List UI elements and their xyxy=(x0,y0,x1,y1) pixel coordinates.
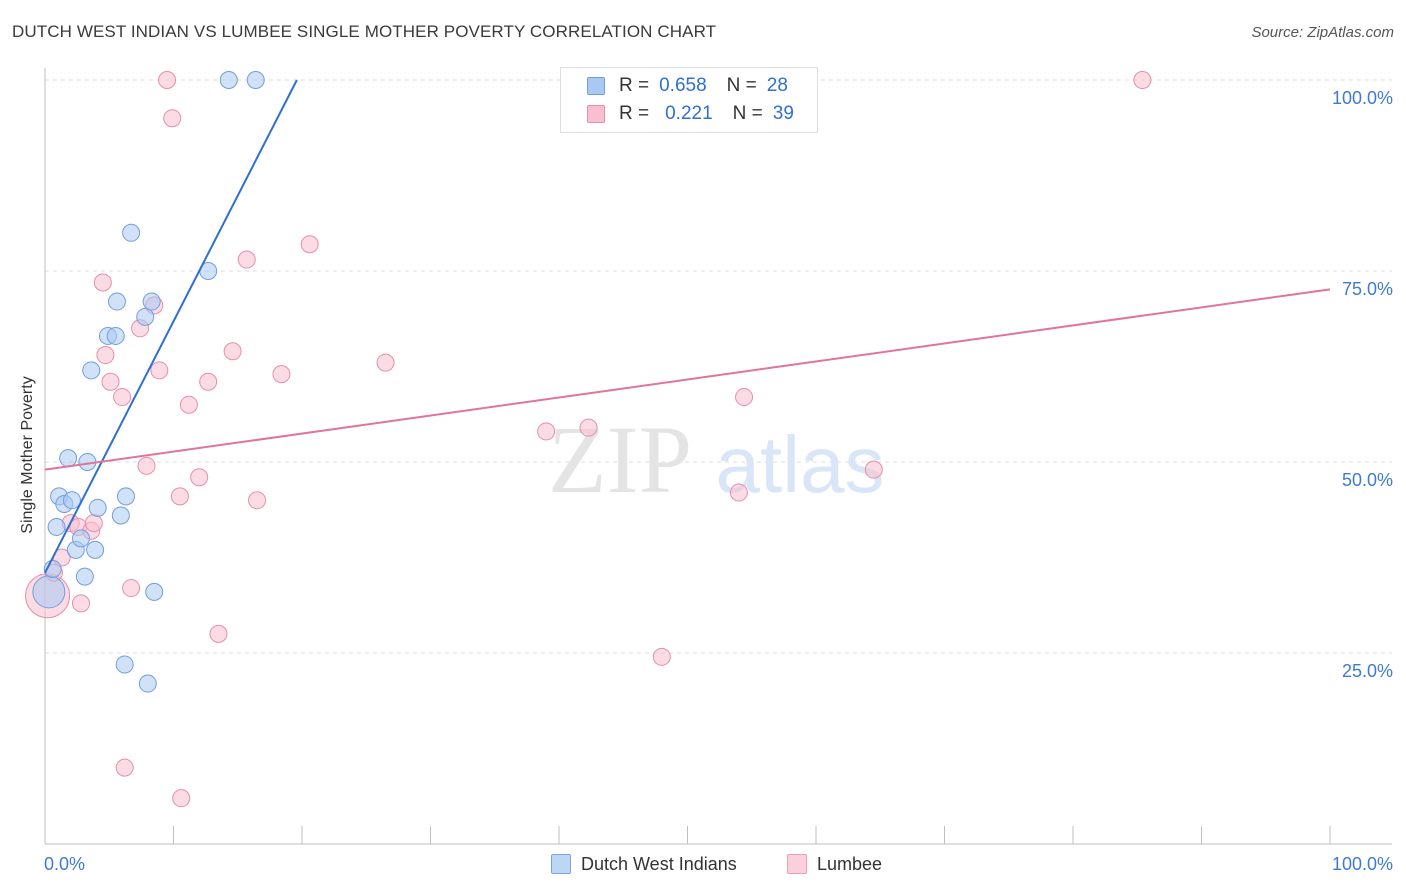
lumbee-point xyxy=(376,353,395,372)
lumbee-point xyxy=(115,758,134,777)
lumbee-point xyxy=(96,346,115,365)
correlation-legend: R = 0.658 N = 28 R = 0.221 N = 39 xyxy=(560,67,818,133)
dutch-west-indian-point xyxy=(246,71,265,89)
legend-n-value: 39 xyxy=(772,103,794,124)
series-swatch-blue xyxy=(551,854,571,874)
lumbee-point xyxy=(122,579,141,598)
legend-n-label: N = xyxy=(726,75,757,96)
lumbee-point xyxy=(163,109,182,128)
lumbee-point xyxy=(190,468,209,487)
dutch-west-indian-point xyxy=(62,491,81,510)
watermark: ZIP atlas xyxy=(548,406,884,513)
lumbee-point xyxy=(179,395,198,414)
lumbee-point xyxy=(158,71,177,89)
dutch-west-indian-point xyxy=(111,506,130,525)
watermark-zip: ZIP xyxy=(548,406,692,513)
y-tick-label: 25.0% xyxy=(1342,661,1393,681)
source-label: Source: ZipAtlas.com xyxy=(1251,24,1394,41)
lumbee-point xyxy=(137,456,156,475)
series-label-dutch: Dutch West Indians xyxy=(581,853,737,874)
lumbee-point xyxy=(248,491,267,510)
dutch-west-indian-point xyxy=(86,540,105,559)
lumbee-point xyxy=(1133,71,1152,89)
legend-n-value: 28 xyxy=(766,75,788,96)
lumbee-point xyxy=(237,250,256,269)
legend-row-blue: R = 0.658 N = 28 xyxy=(619,74,788,98)
lumbee-point xyxy=(93,273,112,292)
series-swatch-pink xyxy=(787,854,807,874)
lumbee-points xyxy=(25,71,1152,808)
y-tick-labels: 25.0% 50.0% 75.0% 100.0% xyxy=(1332,88,1393,681)
dutch-west-indian-point xyxy=(59,449,78,468)
lumbee-point xyxy=(150,361,169,380)
dutch-west-indian-point xyxy=(142,292,161,311)
trend-lines xyxy=(44,79,1331,574)
dutch-west-indian-trend-line xyxy=(44,79,298,574)
lumbee-point xyxy=(735,388,754,407)
dutch-west-indian-point xyxy=(138,674,157,693)
dutch-west-indian-point xyxy=(145,582,164,601)
lumbee-point xyxy=(864,460,883,479)
lumbee-point xyxy=(101,372,120,391)
y-tick-label: 75.0% xyxy=(1342,279,1393,299)
chart-title: DUTCH WEST INDIAN VS LUMBEE SINGLE MOTHE… xyxy=(12,22,717,41)
x-tick-labels: 0.0% 100.0% xyxy=(44,854,1393,874)
lumbee-point xyxy=(579,418,598,437)
legend-swatch-blue xyxy=(587,77,605,95)
series-legend-lumbee: Lumbee xyxy=(787,852,882,876)
dutch-west-indian-point xyxy=(136,307,155,326)
dutch-west-indian-point xyxy=(106,326,125,345)
dutch-west-indian-point xyxy=(71,529,90,548)
lumbee-point xyxy=(170,487,189,506)
legend-swatch-pink xyxy=(587,105,605,123)
dutch-west-indian-point xyxy=(82,361,101,380)
dutch-west-indian-point xyxy=(116,487,135,506)
axes xyxy=(44,68,1392,845)
lumbee-point xyxy=(84,514,103,533)
lumbee-point xyxy=(71,594,90,613)
dutch-west-indian-point xyxy=(47,517,66,536)
legend-r-value: 0.658 xyxy=(659,75,707,96)
lumbee-point xyxy=(113,388,132,407)
lumbee-trend-line xyxy=(44,288,1331,471)
lumbee-point xyxy=(729,483,748,502)
lumbee-point xyxy=(537,422,556,441)
grid-lines xyxy=(45,79,1392,654)
legend-r-label: R = xyxy=(619,103,650,124)
lumbee-point xyxy=(199,372,218,391)
lumbee-point xyxy=(300,235,319,254)
lumbee-point xyxy=(172,789,191,808)
x-tick-label: 100.0% xyxy=(1332,854,1393,874)
y-tick-label: 50.0% xyxy=(1342,470,1393,490)
dutch-west-indian-point xyxy=(32,575,66,609)
y-tick-label: 100.0% xyxy=(1332,88,1393,108)
legend-r-label: R = xyxy=(619,75,650,96)
lumbee-point xyxy=(223,342,242,361)
series-label-lumbee: Lumbee xyxy=(817,853,883,874)
legend-r-value: 0.221 xyxy=(665,103,713,124)
dutch-west-indian-point xyxy=(122,223,141,242)
dutch-west-indian-points xyxy=(32,71,265,693)
dutch-west-indian-point xyxy=(115,655,134,674)
legend-n-label: N = xyxy=(732,103,763,124)
lumbee-point xyxy=(272,365,291,384)
x-tick-label: 0.0% xyxy=(44,854,85,874)
dutch-west-indian-point xyxy=(88,498,107,517)
series-legend-dutch: Dutch West Indians xyxy=(551,852,737,876)
dutch-west-indian-point xyxy=(75,567,94,586)
legend-row-pink: R = 0.221 N = 39 xyxy=(619,102,794,126)
dutch-west-indian-point xyxy=(219,71,238,89)
dutch-west-indian-point xyxy=(107,292,126,311)
lumbee-point xyxy=(652,647,671,666)
lumbee-point xyxy=(209,624,228,643)
